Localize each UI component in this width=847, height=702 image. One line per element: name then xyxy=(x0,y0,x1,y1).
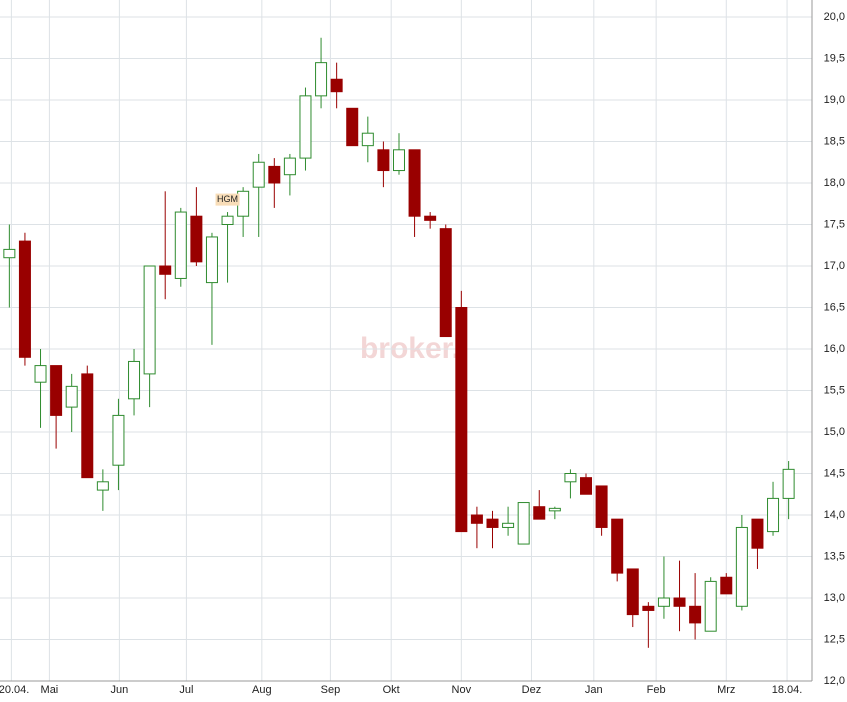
y-tick-label: 17,0 xyxy=(824,260,845,272)
candle-body xyxy=(751,518,764,549)
candle-body xyxy=(112,414,125,466)
candle-body xyxy=(18,240,31,358)
y-tick-label: 14,0 xyxy=(824,509,845,521)
y-tick-label: 12,5 xyxy=(824,633,845,645)
candle-body xyxy=(96,481,109,491)
x-tick-label: Jul xyxy=(179,684,193,696)
watermark: broker. xyxy=(360,332,460,365)
candle-body xyxy=(611,518,624,574)
candle-body xyxy=(174,211,187,279)
candle-body xyxy=(595,485,608,528)
x-tick-label: Dez xyxy=(522,684,542,696)
y-tick-label: 12,0 xyxy=(824,675,845,687)
x-tick-label: Okt xyxy=(383,684,400,696)
x-tick-label: Sep xyxy=(321,684,341,696)
candle-body xyxy=(392,149,405,172)
x-tick-label: Jun xyxy=(111,684,129,696)
y-tick-label: 17,5 xyxy=(824,218,845,230)
y-tick-label: 19,5 xyxy=(824,52,845,64)
candle-body xyxy=(252,161,265,188)
y-tick-label: 13,0 xyxy=(824,592,845,604)
candle-body xyxy=(81,373,94,479)
y-tick-label: 15,0 xyxy=(824,426,845,438)
candle-body xyxy=(205,236,218,284)
candle-body xyxy=(268,165,281,184)
candle-body xyxy=(330,78,343,93)
x-tick-label: 20.04. xyxy=(0,684,29,696)
candle-body xyxy=(502,522,515,528)
candle-body xyxy=(580,477,593,495)
candle-body xyxy=(283,157,296,176)
candle-body xyxy=(3,248,16,259)
annotation-text: HGM xyxy=(217,194,238,204)
y-tick-label: 16,0 xyxy=(824,343,845,355)
y-tick-label: 18,5 xyxy=(824,135,845,147)
x-tick-label: Jan xyxy=(585,684,603,696)
candle-body xyxy=(626,568,639,616)
x-tick-label: 18.04. xyxy=(772,684,803,696)
candle-body xyxy=(548,507,561,512)
candle-body xyxy=(34,365,47,383)
candle-body xyxy=(408,149,421,217)
x-tick-label: Nov xyxy=(452,684,472,696)
candle-body xyxy=(143,265,156,375)
y-tick-label: 13,5 xyxy=(824,550,845,562)
y-tick-label: 19,0 xyxy=(824,94,845,106)
candle-body xyxy=(50,365,63,416)
candle-body xyxy=(673,597,686,607)
annotation-box xyxy=(215,193,240,206)
x-tick-label: Mai xyxy=(41,684,59,696)
candle-body xyxy=(767,497,780,533)
candle-body xyxy=(486,518,499,528)
candle-body xyxy=(657,597,670,607)
candle-body xyxy=(65,385,78,408)
candle-body xyxy=(455,307,468,533)
candle-body xyxy=(299,95,312,159)
candle-body xyxy=(361,132,374,147)
y-tick-label: 15,5 xyxy=(824,384,845,396)
candle-body xyxy=(564,473,577,483)
candle-body xyxy=(315,62,328,97)
candle-body xyxy=(128,360,141,400)
x-tick-label: Aug xyxy=(252,684,272,696)
candle-body xyxy=(439,228,452,338)
candle-body xyxy=(221,215,234,225)
y-tick-label: 14,5 xyxy=(824,467,845,479)
candle-body xyxy=(377,149,390,172)
candle-body xyxy=(190,215,203,263)
candle-body xyxy=(533,506,546,520)
candle-body xyxy=(704,580,717,632)
candle-body xyxy=(720,576,733,595)
x-tick-label: Feb xyxy=(647,684,666,696)
annotation: HGM xyxy=(215,193,240,206)
candle-body xyxy=(159,265,172,275)
candle-body xyxy=(689,605,702,624)
candle-body xyxy=(424,215,437,221)
candle-body xyxy=(782,468,795,499)
candle-body xyxy=(517,502,530,545)
candle-body xyxy=(470,514,483,524)
x-tick-label: Mrz xyxy=(717,684,735,696)
plot-area xyxy=(0,0,812,681)
candle-body xyxy=(642,605,655,611)
y-tick-label: 18,0 xyxy=(824,177,845,189)
candle-body xyxy=(346,107,359,147)
y-tick-label: 20,0 xyxy=(824,11,845,23)
candle-body xyxy=(735,526,748,607)
y-tick-label: 16,5 xyxy=(824,301,845,313)
